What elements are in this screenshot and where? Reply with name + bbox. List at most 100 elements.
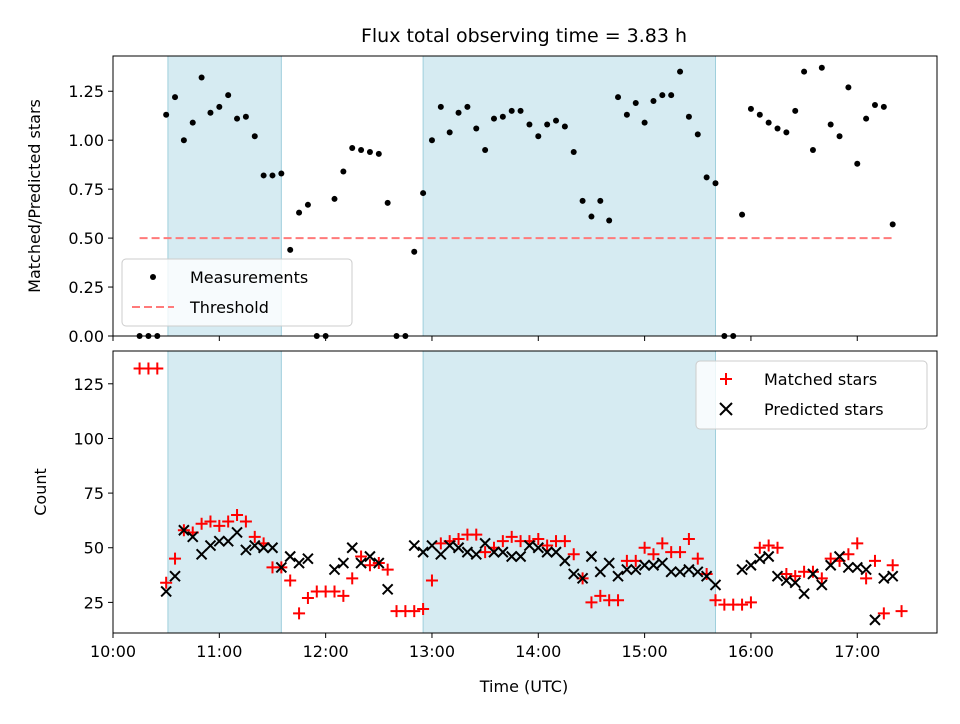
matched-star-point	[567, 548, 580, 561]
matched-star-point	[363, 559, 376, 572]
predicted-star-point	[497, 546, 509, 558]
predicted-star-point	[674, 566, 686, 578]
predicted-star-point	[346, 542, 358, 554]
x-tick-label: 17:00	[834, 642, 880, 661]
matched-star-point	[806, 565, 819, 578]
predicted-star-point	[647, 559, 660, 571]
measurement-point	[756, 111, 763, 118]
measurement-point	[561, 123, 568, 130]
measurement-point	[712, 180, 719, 187]
matched-star-point	[860, 572, 873, 585]
predicted-star-point	[709, 579, 722, 591]
measurement-point	[739, 211, 746, 218]
matched-star-point	[700, 567, 713, 580]
predicted-stars-series	[160, 524, 899, 626]
measurement-point	[871, 101, 878, 108]
predicted-star-point	[417, 546, 429, 558]
predicted-star-point	[638, 559, 651, 571]
predicted-star-point	[824, 559, 837, 571]
x-tick-label: 13:00	[409, 642, 455, 661]
y-tick-label: 0.00	[68, 327, 104, 346]
measurement-point	[774, 125, 781, 132]
matched-star-point	[337, 589, 350, 602]
y-tick-label: 0.75	[68, 180, 104, 199]
matched-star-point	[851, 537, 864, 550]
measurement-point	[163, 111, 170, 118]
measurement-point	[641, 119, 648, 126]
predicted-star-point	[833, 550, 846, 563]
measurement-point	[464, 103, 471, 110]
measurement-point	[677, 68, 684, 75]
matched-star-point	[868, 554, 881, 567]
predicted-star-point	[780, 574, 793, 587]
y-tick-label: 25	[84, 593, 104, 612]
predicted-star-point	[231, 526, 243, 539]
plot-frame	[112, 55, 938, 337]
predicted-star-point	[452, 542, 465, 554]
predicted-star-point	[435, 548, 447, 561]
matched-star-point	[612, 594, 625, 607]
legend-label: Matched stars	[764, 370, 877, 389]
measurement-point	[508, 107, 515, 114]
matched-star-point	[470, 528, 483, 541]
predicted-star-point	[328, 563, 341, 576]
measurement-point	[659, 92, 666, 99]
predicted-star-point	[381, 583, 394, 595]
y-axis-title: Matched/Predicted stars	[25, 99, 44, 293]
measurement-point	[216, 103, 223, 110]
predicted-star-point	[559, 555, 571, 567]
y-tick-label: 0.50	[68, 229, 104, 248]
measurement-point	[765, 119, 772, 126]
measurement-point	[331, 195, 338, 202]
predicted-star-point	[204, 539, 217, 552]
predicted-star-point	[612, 570, 624, 582]
predicted-star-point	[860, 563, 872, 576]
measurement-point	[783, 129, 790, 136]
measurement-point	[260, 172, 267, 179]
measurement-point	[366, 148, 373, 155]
matched-star-point	[346, 572, 359, 585]
legend-box	[121, 258, 353, 327]
matched-star-point	[709, 594, 722, 607]
measurement-point	[172, 94, 179, 101]
predicted-star-point	[249, 539, 261, 552]
predicted-star-point	[470, 548, 482, 561]
matched-star-point	[824, 552, 837, 565]
predicted-star-point	[621, 563, 633, 576]
measurement-point	[251, 133, 258, 140]
matched-star-point	[355, 550, 368, 563]
plot-frame	[112, 350, 938, 634]
predicted-star-point	[479, 537, 491, 550]
predicted-star-point	[816, 579, 828, 591]
observing-interval-1	[422, 55, 716, 337]
predicted-star-point	[443, 539, 456, 552]
measurement-point	[358, 146, 365, 153]
predicted-star-point	[302, 552, 314, 565]
predicted-star-point	[541, 546, 553, 558]
measurement-point	[375, 150, 382, 157]
y-tick-label: 75	[84, 484, 104, 503]
measurement-point	[827, 121, 834, 128]
x-tick-label: 14:00	[515, 642, 561, 661]
matched-star-point	[408, 605, 421, 618]
predicted-star-point	[337, 557, 350, 569]
predicted-star-point	[665, 566, 677, 578]
predicted-star-point	[488, 546, 500, 558]
predicted-star-point	[506, 550, 518, 563]
matched-star-point	[532, 533, 545, 545]
measurement-point	[340, 168, 347, 175]
predicted-star-point	[461, 546, 474, 558]
y-tick-label: 100	[73, 429, 104, 448]
predicted-star-point	[630, 563, 642, 576]
measurement-point	[207, 109, 214, 116]
legend-predicted-swatch	[719, 402, 733, 416]
measurement-point	[809, 146, 816, 153]
predicted-star-point	[603, 557, 615, 569]
measurement-point	[428, 137, 435, 144]
matched-star-point	[674, 546, 687, 559]
matched-star-point	[647, 548, 660, 561]
predicted-star-point	[213, 535, 226, 547]
measurement-point	[296, 209, 303, 216]
legend: Measurements Threshold	[121, 258, 353, 327]
predicted-star-point	[257, 542, 270, 554]
